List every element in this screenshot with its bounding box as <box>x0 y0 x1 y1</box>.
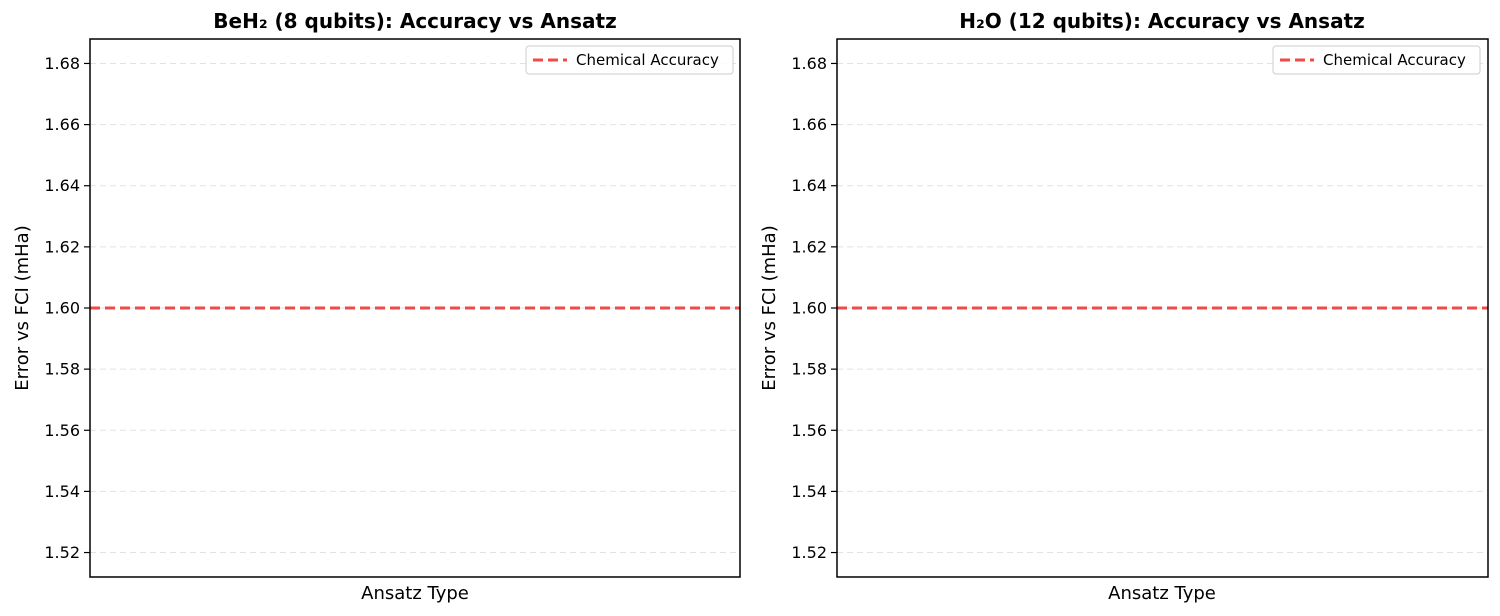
y-tick-label: 1.60 <box>791 299 827 318</box>
legend-entry-label: Chemical Accuracy <box>1323 51 1466 69</box>
y-axis-ticks: 1.52 1.54 1.56 1.58 1.60 1.62 1.64 1.66 1.68 <box>44 54 90 562</box>
h2o-chart-panel: H₂O (12 qubits): Accuracy vs Ansatz 1.52… <box>759 9 1489 604</box>
legend-box <box>525 45 734 75</box>
y-tick-label: 1.54 <box>44 482 80 501</box>
y-tick-label: 1.54 <box>791 482 827 501</box>
y-tick-label: 1.60 <box>44 299 80 318</box>
x-axis-label: Ansatz Type <box>1108 583 1216 604</box>
y-tick-label: 1.68 <box>44 54 80 73</box>
legend-entry-label: Chemical Accuracy <box>576 51 719 69</box>
y-axis-label: Error vs FCI (mHa) <box>759 225 780 390</box>
y-axis-ticks: 1.52 1.54 1.56 1.58 1.60 1.62 1.64 1.66 1.68 <box>791 54 837 562</box>
beh2-chart-panel: BeH₂ (8 qubits): Accuracy vs Ansatz 1.52… <box>12 9 741 604</box>
chart-title: H₂O (12 qubits): Accuracy vs Ansatz <box>959 9 1365 33</box>
y-tick-label: 1.52 <box>44 543 80 562</box>
legend-box <box>1272 45 1481 75</box>
y-tick-label: 1.56 <box>44 421 80 440</box>
legend: Chemical Accuracy <box>525 45 734 75</box>
chart-title: BeH₂ (8 qubits): Accuracy vs Ansatz <box>213 9 616 33</box>
y-tick-label: 1.58 <box>791 360 827 379</box>
y-tick-label: 1.66 <box>791 115 827 134</box>
y-tick-label: 1.58 <box>44 360 80 379</box>
y-tick-label: 1.62 <box>791 237 827 256</box>
y-tick-label: 1.64 <box>791 176 827 195</box>
y-axis-label: Error vs FCI (mHa) <box>12 225 33 390</box>
y-tick-label: 1.56 <box>791 421 827 440</box>
y-tick-label: 1.66 <box>44 115 80 134</box>
x-axis-label: Ansatz Type <box>361 583 469 604</box>
y-tick-label: 1.62 <box>44 237 80 256</box>
legend: Chemical Accuracy <box>1272 45 1481 75</box>
y-tick-label: 1.64 <box>44 176 80 195</box>
y-tick-label: 1.68 <box>791 54 827 73</box>
y-tick-label: 1.52 <box>791 543 827 562</box>
